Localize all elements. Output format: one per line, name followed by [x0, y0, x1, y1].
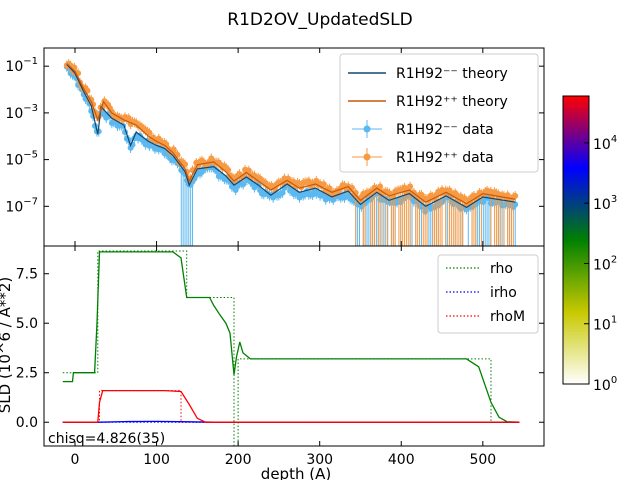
ytick-label-1: 2.5: [16, 366, 38, 382]
ytick-label-3: 7.5: [16, 267, 38, 283]
legend-label: R1H92⁻⁻ theory: [396, 66, 508, 82]
xtick-label-1: 100: [143, 452, 170, 468]
sld-line-5: [62, 389, 520, 423]
legend-box: [437, 254, 539, 334]
data-point: [174, 151, 181, 158]
data-point: [512, 192, 519, 199]
colorbar-gradient: [562, 95, 590, 385]
colorbar-tick-label-3: 103: [593, 194, 617, 213]
colorbar-tick-label-4: 104: [593, 134, 617, 153]
colorbar: 100 101 102 103 104: [562, 95, 617, 394]
reflectivity-plot: 10−1 10−3 10−5 10−7 R1H92⁻⁻ theory R1H92⁺⁺ th…: [5, 47, 545, 247]
ytick-label-3: 10−7: [5, 196, 38, 215]
legend-marker: [363, 153, 371, 161]
data-point: [320, 181, 327, 188]
legend-label: R1H92⁺⁺ theory: [396, 94, 508, 110]
xtick-label-2: 200: [225, 452, 252, 468]
xtick-label-5: 500: [469, 452, 496, 468]
legend-label: R1H92⁻⁻ data: [396, 122, 494, 138]
chisq-annotation: chisq=4.826(35): [48, 431, 165, 447]
data-point: [182, 161, 189, 168]
sld-line-3: [62, 251, 520, 423]
ytick-label-1: 10−3: [5, 103, 38, 122]
sld-plot-frame: [43, 245, 545, 447]
ytick-label-2: 5.0: [16, 316, 38, 332]
sld-plot-area: [62, 250, 520, 446]
sld-x-axis-label: depth (A): [261, 465, 331, 480]
legend-label: rho: [490, 261, 513, 277]
theory-line-0: [66, 63, 516, 209]
colorbar-tick-label-1: 101: [593, 315, 617, 334]
ytick-label-0: 0.0: [16, 415, 38, 431]
data-point: [407, 183, 414, 190]
ytick-label-2: 10−5: [5, 150, 38, 169]
legend-label: irho: [490, 285, 517, 301]
xtick-label-4: 400: [388, 452, 415, 468]
sld-y-axis-label: SLD (10^6 / A**2): [0, 277, 14, 414]
data-point: [240, 181, 247, 188]
xtick-label-3: 300: [306, 452, 333, 468]
legend-label: R1H92⁺⁺ data: [396, 150, 494, 166]
colorbar-tick-label-2: 102: [593, 254, 617, 273]
legend-label: rhoM: [490, 309, 525, 325]
colorbar-tick-label-0: 100: [593, 375, 617, 394]
sld-plot: 0.0 2.5 5.0 7.5 0 100 200 300 400 500 rho irho rhoM: [16, 245, 545, 468]
theory-line-1: [66, 63, 516, 205]
xtick-label-0: 0: [71, 452, 80, 468]
legend-box: [339, 53, 539, 173]
figure-title: R1D2OV_UpdatedSLD: [227, 10, 412, 30]
reflectivity-legend: R1H92⁻⁻ theory R1H92⁺⁺ theory R1H92⁻⁻ data…: [339, 53, 539, 173]
legend-marker: [363, 125, 371, 133]
reflectivity-plot-area: [63, 59, 519, 246]
sld-legend: rho irho rhoM: [437, 254, 539, 334]
ytick-label-0: 10−1: [5, 56, 38, 75]
sld-line-2: [62, 390, 520, 423]
